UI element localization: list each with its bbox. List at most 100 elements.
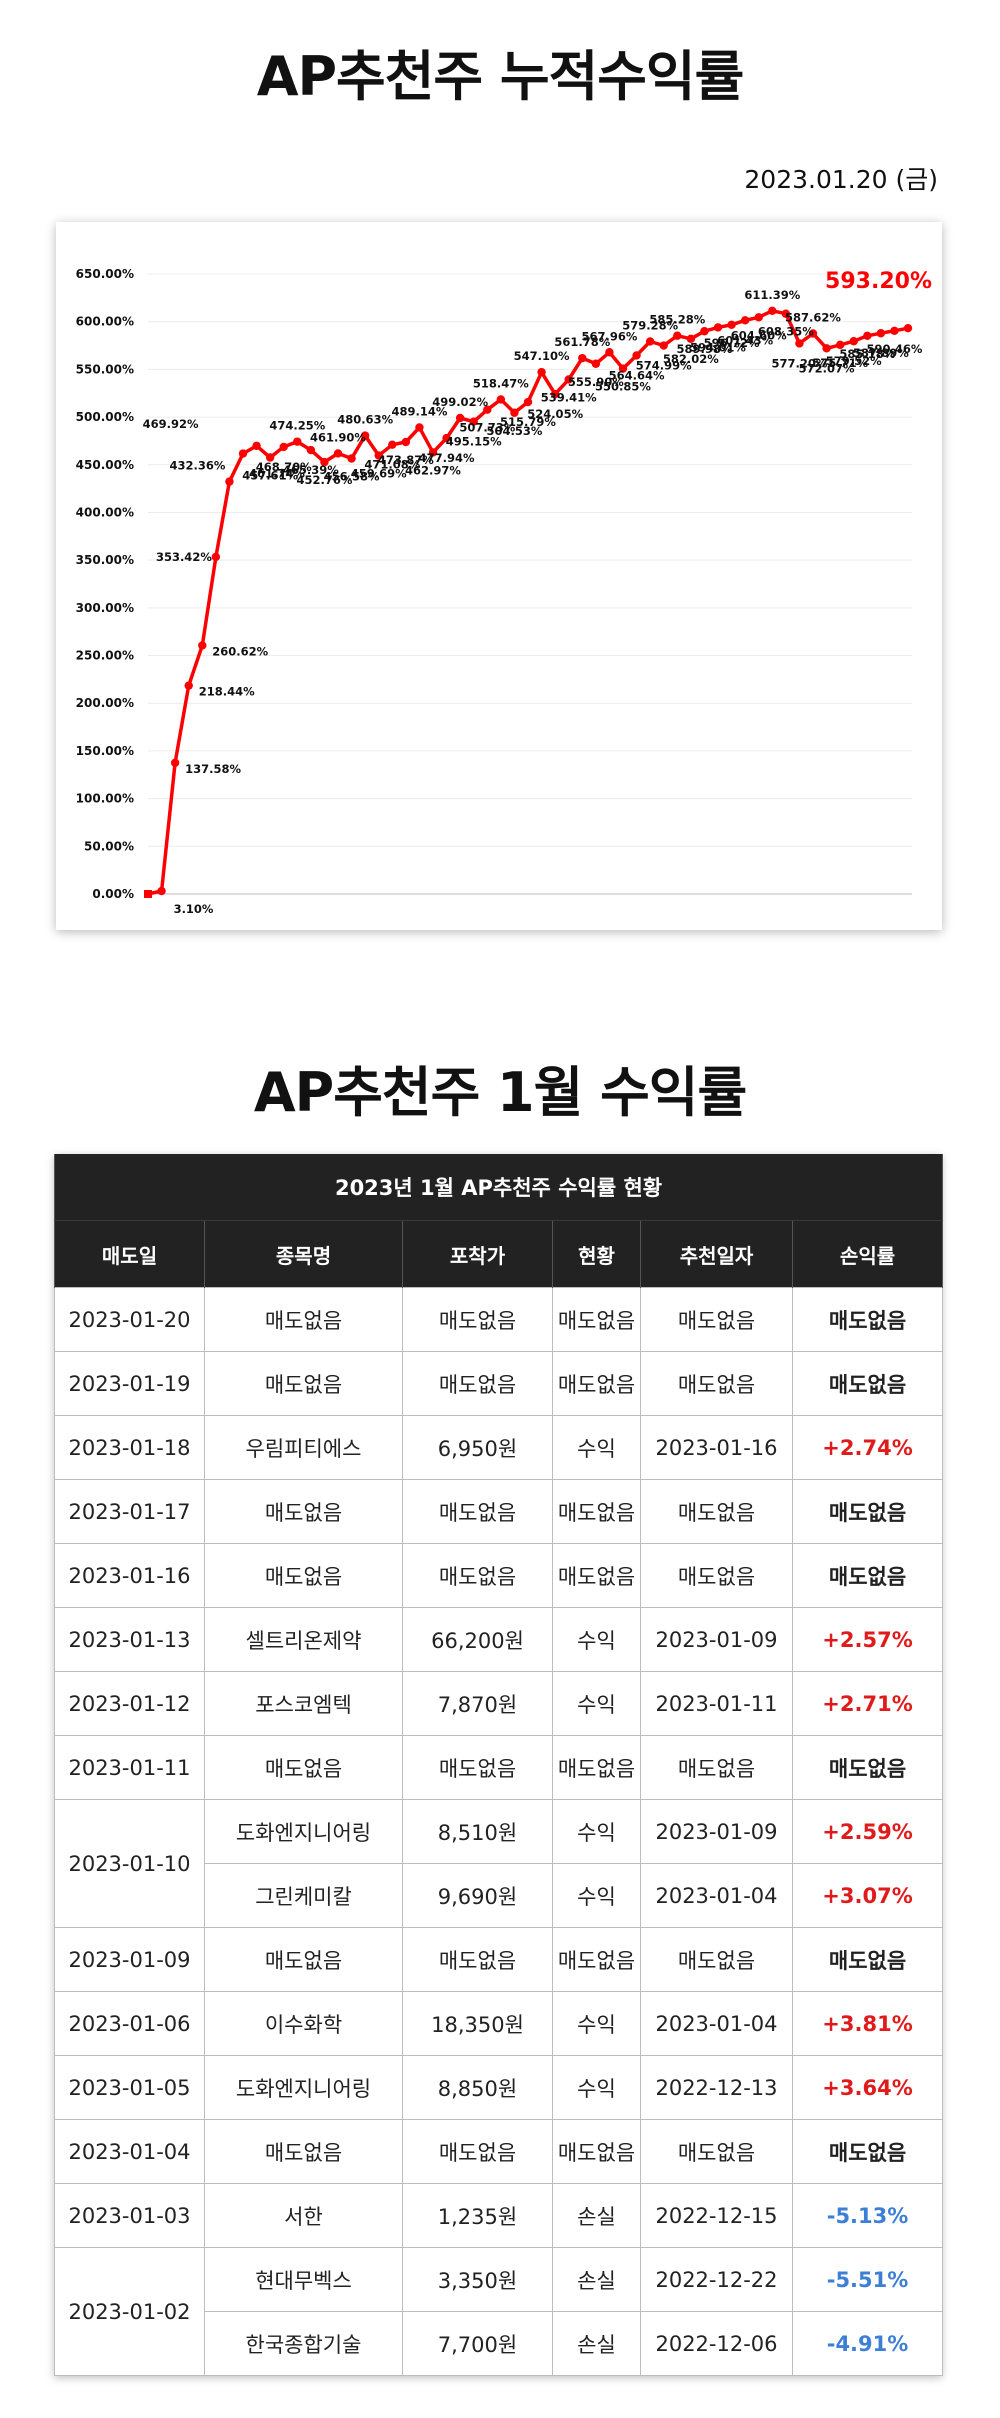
table-row: 2023-01-18 우림피티에스 6,950원 수익 2023-01-16 +2.74% xyxy=(54,1415,944,1480)
data-point xyxy=(238,449,248,458)
data-point xyxy=(618,364,628,373)
data-point xyxy=(605,348,614,357)
header-status: 현황 xyxy=(552,1220,641,1288)
cell-status: 매도없음 xyxy=(552,2119,641,2184)
data-point xyxy=(320,457,329,467)
data-point xyxy=(211,552,221,562)
data-point xyxy=(686,334,696,344)
cell-sell-date: 2023-01-02 xyxy=(54,2247,205,2376)
data-label: 218.44% xyxy=(199,685,255,699)
data-label: 608.35% xyxy=(758,325,814,339)
data-label: 489.14% xyxy=(391,404,447,418)
data-point xyxy=(835,340,845,350)
data-label: 474.25% xyxy=(269,419,325,433)
data-label: 564.64% xyxy=(609,368,665,382)
data-point xyxy=(157,886,166,896)
cell-entry-price: 매도없음 xyxy=(402,1735,553,1800)
data-point xyxy=(496,395,506,404)
data-point xyxy=(781,309,791,318)
cell-entry-price: 8,850원 xyxy=(402,2055,553,2120)
data-point xyxy=(388,440,397,449)
cell-profit-loss: 매도없음 xyxy=(791,1735,944,1800)
cell-entry-price: 3,350원 xyxy=(402,2247,553,2312)
cell-stock-name: 매도없음 xyxy=(204,1927,403,1992)
table-row: 2023-01-13 셀트리온제약 66,200원 수익 2023-01-09 +2.57… xyxy=(54,1607,944,1672)
cell-stock-name: 매도없음 xyxy=(204,1479,403,1544)
data-label: 539.41% xyxy=(541,390,597,404)
cell-profit-loss: +2.71% xyxy=(791,1671,944,1736)
cell-stock-name: 매도없음 xyxy=(204,1287,403,1352)
data-point xyxy=(184,681,193,690)
data-label: 477.94% xyxy=(419,451,475,465)
cell-profit-loss: 매도없음 xyxy=(791,1927,944,1992)
cell-entry-price: 18,350원 xyxy=(402,1991,553,2056)
cell-status: 수익 xyxy=(552,1863,641,1928)
data-point xyxy=(198,641,207,650)
cell-stock-name: 서한 xyxy=(204,2183,403,2248)
data-point xyxy=(768,306,777,316)
data-point xyxy=(293,437,302,446)
data-point xyxy=(849,337,858,346)
cell-sell-date: 2023-01-20 xyxy=(54,1287,205,1352)
cell-sell-date: 2023-01-04 xyxy=(54,2119,205,2184)
data-point xyxy=(632,351,641,360)
data-point xyxy=(415,423,424,432)
cell-profit-loss: 매도없음 xyxy=(791,1479,944,1544)
cell-profit-loss: +2.59% xyxy=(791,1799,944,1864)
data-label: 499.02% xyxy=(432,395,488,409)
data-label: 577.20% xyxy=(771,356,827,370)
cell-status: 매도없음 xyxy=(552,1479,641,1544)
data-label: 550.85% xyxy=(595,380,651,394)
cell-entry-price: 매도없음 xyxy=(402,2119,553,2184)
data-point xyxy=(903,323,913,333)
cell-recommend-date: 2023-01-11 xyxy=(640,1671,793,1736)
cell-stock-name: 셀트리온제약 xyxy=(204,1607,403,1672)
data-label: 462.97% xyxy=(405,463,461,477)
table-row: 2023-01-04 매도없음 매도없음 매도없음 매도없음 매도없음 xyxy=(54,2119,944,2184)
table-row: 2023-01-03 서한 1,235원 손실 2022-12-15 -5.13% xyxy=(54,2183,944,2248)
data-point xyxy=(360,431,370,440)
returns-table: 2023년 1월 AP추천주 수익률 현황 매도일 종목명 포착가 현황 추천일자 손익률… xyxy=(53,1154,944,2376)
y-tick-label: 500.00% xyxy=(76,410,134,424)
table-row: 2023-01-06 이수화학 18,350원 수익 2023-01-04 +3.81% xyxy=(54,1991,944,2056)
table-header-row: 매도일 종목명 포착가 현황 추천일자 손익률 xyxy=(54,1220,944,1288)
data-point xyxy=(700,327,709,336)
cell-sell-date: 2023-01-12 xyxy=(54,1671,205,1736)
data-label: 518.47% xyxy=(473,376,529,390)
data-point xyxy=(469,417,478,426)
cell-recommend-date: 2023-01-09 xyxy=(640,1799,793,1864)
cell-profit-loss: 매도없음 xyxy=(791,1543,944,1608)
page-title: AP추천주 누적수익률 xyxy=(256,45,745,108)
cell-recommend-date: 2022-12-06 xyxy=(640,2311,793,2376)
y-tick-label: 0.00% xyxy=(92,887,134,901)
cell-stock-name: 매도없음 xyxy=(204,2119,403,2184)
table-row: 2023-01-19 매도없음 매도없음 매도없음 매도없음 매도없음 xyxy=(54,1351,944,1416)
cell-status: 매도없음 xyxy=(552,1927,641,1992)
chart-svg: 0.00% 50.00% 100.00% 150.00% 200.00% 250.00% 3… xyxy=(76,267,932,916)
cell-stock-name: 매도없음 xyxy=(204,1735,403,1800)
data-point xyxy=(537,367,546,377)
cell-profit-loss: -5.51% xyxy=(791,2247,944,2312)
cell-profit-loss: +3.64% xyxy=(791,2055,944,2120)
cell-recommend-date: 2023-01-09 xyxy=(640,1607,793,1672)
data-point xyxy=(374,451,383,460)
cell-recommend-date: 매도없음 xyxy=(640,1287,793,1352)
table-row: 그린케미칼 9,690원 수익 2023-01-04 +3.07% xyxy=(55,1863,944,1928)
data-point xyxy=(578,353,587,363)
cell-recommend-date: 2023-01-04 xyxy=(640,1991,793,2056)
data-label: 575.71% xyxy=(812,356,868,370)
data-label: 561.78% xyxy=(554,335,610,349)
data-label: 596.72% xyxy=(704,336,760,350)
cell-profit-loss: +2.74% xyxy=(791,1415,944,1480)
cell-profit-loss: +2.57% xyxy=(791,1607,944,1672)
data-label: 589.98% xyxy=(676,342,732,356)
table-row: 2023-01-05 도화엔지니어링 8,850원 수익 2022-12-13 +3.64… xyxy=(54,2055,944,2120)
cell-entry-price: 매도없음 xyxy=(402,1479,553,1544)
cell-sell-date: 2023-01-19 xyxy=(54,1351,205,1416)
table-row: 2023-01-10 도화엔지니어링 8,510원 수익 2023-01-09 +2.59… xyxy=(54,1799,944,1928)
cell-sell-date: 2023-01-03 xyxy=(54,2183,205,2248)
cell-recommend-date: 2023-01-16 xyxy=(640,1415,793,1480)
cell-stock-name: 도화엔지니어링 xyxy=(204,2055,403,2120)
cell-profit-loss: +3.07% xyxy=(791,1863,944,1928)
data-label: 579.28% xyxy=(622,318,678,332)
